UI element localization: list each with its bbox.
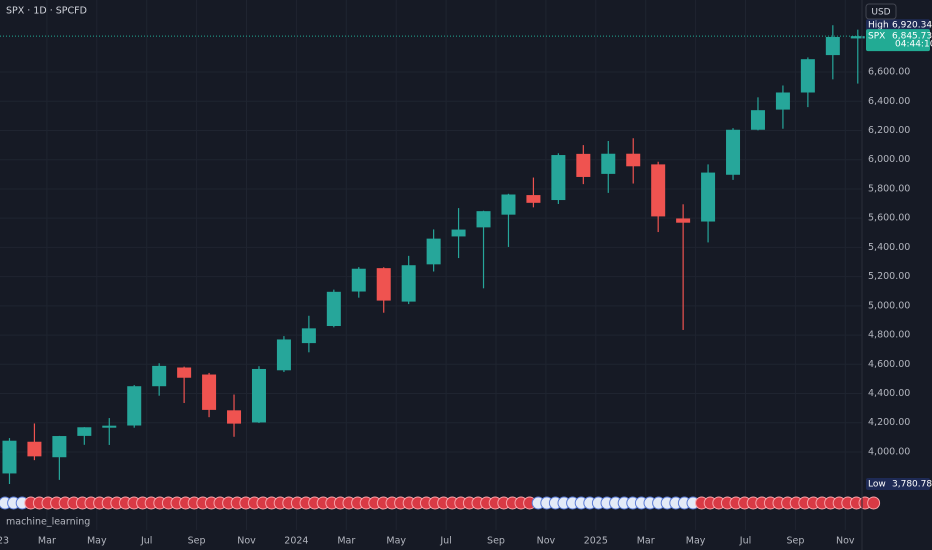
candle-body: [551, 155, 566, 201]
y-tick-label: 4,400.00: [868, 388, 910, 399]
candle-body: [102, 425, 117, 428]
candle-body: [152, 365, 167, 387]
x-tick-label: Sep: [786, 536, 804, 547]
x-tick-label: Jul: [140, 536, 152, 547]
x-tick-label: Nov: [237, 536, 256, 547]
tag-label: High: [868, 21, 889, 31]
tag-value: 3,780.78: [892, 480, 932, 490]
x-tick-label: 2025: [584, 536, 608, 547]
candle-body: [626, 153, 641, 167]
y-tick-label: 5,200.00: [868, 271, 910, 282]
candle-body: [27, 441, 42, 457]
candle-body: [576, 153, 591, 177]
x-tick-label: Jul: [739, 536, 751, 547]
x-tick-label: Jul: [439, 536, 451, 547]
x-tick-label: Sep: [188, 536, 206, 547]
x-tick-label: May: [386, 536, 406, 547]
y-tick-label: 4,800.00: [868, 330, 910, 341]
signal-marker: [867, 496, 881, 510]
candle-body: [775, 92, 790, 110]
y-tick-label: 6,400.00: [868, 96, 910, 107]
candle-body: [351, 268, 366, 292]
candle-body: [77, 427, 92, 436]
tag-value: 6,920.34: [892, 21, 932, 31]
candle-body: [52, 436, 67, 458]
x-tick-label: Nov: [537, 536, 556, 547]
candle-body: [127, 386, 142, 426]
x-tick-label: Mar: [38, 536, 56, 547]
y-tick-label: 4,000.00: [868, 446, 910, 457]
chart-title: SPX · 1D · SPCFD: [6, 6, 87, 17]
candle-body: [2, 440, 17, 474]
x-tick-label: May: [87, 536, 107, 547]
x-tick-label: 2024: [284, 536, 308, 547]
x-tick-label: May: [686, 536, 706, 547]
y-tick-label: 5,000.00: [868, 300, 910, 311]
price-tag: [866, 19, 930, 32]
price-tag: [866, 478, 930, 491]
tag-value: 6,845.73: [892, 32, 932, 42]
y-tick-label: 5,600.00: [868, 213, 910, 224]
price-tag: [866, 29, 930, 52]
y-tick-label: 5,400.00: [868, 242, 910, 253]
indicator-label: machine_learning: [6, 517, 90, 528]
y-tick-label: 6,600.00: [868, 67, 910, 78]
countdown: 04:44:10: [895, 40, 932, 50]
candle-body: [601, 153, 616, 174]
x-tick-label: Mar: [337, 536, 355, 547]
candle-body: [526, 195, 541, 203]
signal-row: [0, 496, 881, 510]
plot: [0, 25, 865, 485]
currency[interactable]: USD: [871, 8, 890, 18]
x-tick-label: Sep: [487, 536, 505, 547]
candle-body: [750, 110, 765, 130]
candle-body: [376, 268, 391, 301]
candle-body: [251, 368, 266, 423]
candle-body: [850, 36, 865, 39]
x-tick-label: Mar: [637, 536, 655, 547]
candle-body: [651, 164, 666, 217]
x-tick-label: Nov: [836, 536, 855, 547]
candle-body: [451, 229, 466, 237]
candle-body: [726, 129, 741, 175]
currency-box[interactable]: [865, 3, 897, 20]
candle-body: [676, 218, 691, 223]
candle-body: [276, 339, 291, 371]
grid: [0, 0, 862, 530]
candle-body: [701, 172, 716, 222]
candle-body: [326, 291, 341, 327]
candle-body: [401, 265, 416, 302]
x-tick-label: 2023: [0, 536, 9, 547]
y-tick-label: 4,600.00: [868, 359, 910, 370]
candle-body: [825, 36, 840, 56]
y-tick-label: 5,800.00: [868, 183, 910, 194]
candle-body: [426, 238, 441, 265]
tag-label: Low: [868, 480, 886, 490]
candle-body: [800, 59, 815, 93]
candle-body: [301, 328, 316, 344]
candle-body: [476, 211, 491, 228]
candle-body: [501, 194, 516, 215]
candle-body: [227, 410, 242, 424]
tag-label: SPX: [868, 32, 885, 42]
candle-body: [177, 367, 192, 378]
y-tick-label: 6,000.00: [868, 154, 910, 165]
candle-body: [202, 374, 217, 410]
y-tick-label: 6,200.00: [868, 125, 910, 136]
y-tick-label: 4,200.00: [868, 417, 910, 428]
